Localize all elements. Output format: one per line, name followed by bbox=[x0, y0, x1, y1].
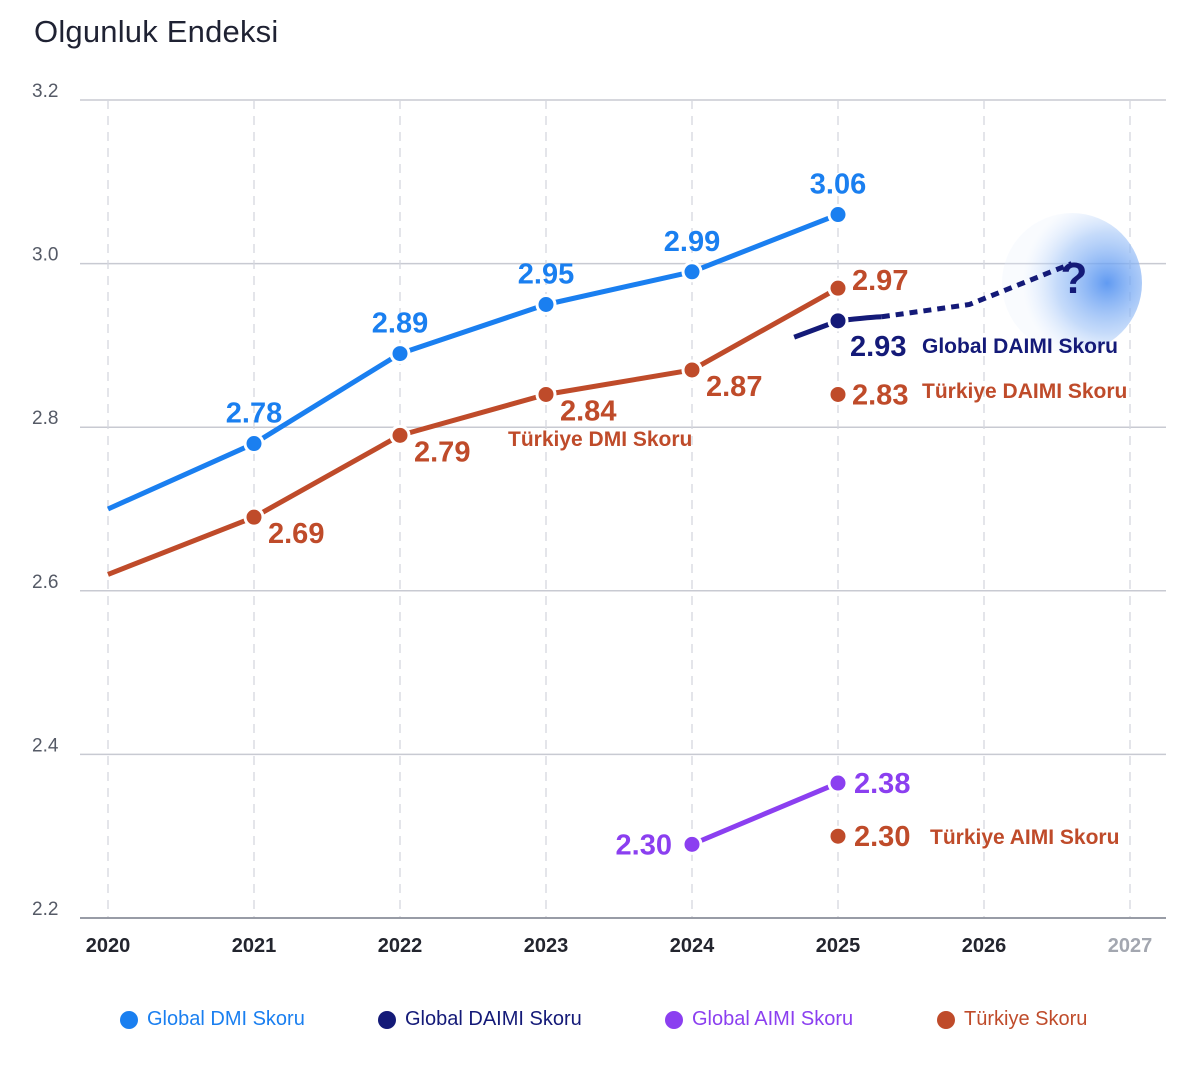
data-label-global-dmi: 2.78 bbox=[226, 398, 282, 430]
series-line-global-daimi-projection bbox=[881, 261, 1073, 320]
x-tick-label: 2022 bbox=[378, 935, 423, 957]
point-global-aimi bbox=[681, 833, 703, 855]
legend-label: Türkiye Skoru bbox=[964, 1008, 1088, 1030]
projection-bubble bbox=[1002, 213, 1142, 353]
data-label-global-aimi: 2.38 bbox=[854, 768, 910, 800]
data-label-turkiye-dmi: 2.69 bbox=[268, 518, 324, 550]
data-label-global-aimi: 2.30 bbox=[616, 829, 672, 861]
series-line-turkiye-dmi bbox=[107, 285, 840, 577]
legend-dot bbox=[120, 1010, 138, 1029]
legend-item-global-aimi: Global AIMI Skoru bbox=[665, 1008, 853, 1031]
y-tick-label: 2.2 bbox=[32, 899, 58, 920]
series-line-global-aimi bbox=[691, 780, 839, 847]
annotation-turkiye-dmi: Türkiye DMI Skoru bbox=[508, 428, 692, 451]
legend-label: Global DMI Skoru bbox=[147, 1008, 305, 1030]
legend-dot bbox=[937, 1010, 955, 1029]
point-global-dmi bbox=[389, 343, 411, 365]
x-tick-label: 2026 bbox=[962, 935, 1007, 957]
y-tick-label: 2.4 bbox=[32, 735, 59, 756]
data-label-turkiye-dmi: 2.84 bbox=[560, 395, 616, 427]
data-label-turkiye-dmi: 2.87 bbox=[706, 371, 762, 403]
data-label-global-dmi: 2.89 bbox=[372, 308, 428, 340]
line-chart: 2.2 2.4 2.6 2.8 3.0 3.2 2020 2021 2022 2023 2024 20… bbox=[32, 81, 1166, 957]
point-global-daimi bbox=[827, 310, 849, 332]
point-global-dmi bbox=[681, 261, 703, 283]
data-label-global-dmi: 2.99 bbox=[664, 226, 720, 258]
y-tick-label: 2.6 bbox=[32, 572, 58, 593]
legend-dot bbox=[665, 1010, 683, 1029]
projection-question-mark: ? bbox=[1061, 254, 1088, 303]
legend-label: Global AIMI Skoru bbox=[692, 1008, 854, 1030]
x-tick-label: 2024 bbox=[670, 935, 715, 957]
point-turkiye-dmi bbox=[827, 277, 849, 299]
y-tick-label: 3.2 bbox=[32, 81, 58, 102]
point-global-dmi bbox=[243, 433, 265, 455]
series-line-global-dmi bbox=[106, 212, 839, 512]
x-tick-label: 2023 bbox=[524, 935, 569, 957]
data-label-turkiye-aimi: 2.30 bbox=[854, 821, 910, 853]
x-tick-label: 2020 bbox=[86, 935, 131, 957]
data-label-global-dmi: 3.06 bbox=[810, 169, 866, 201]
legend-item-global-daimi: Global DAIMI Skoru bbox=[378, 1008, 582, 1031]
y-tick-label: 2.8 bbox=[32, 408, 58, 429]
data-label-turkiye-dmi: 2.79 bbox=[414, 436, 470, 468]
x-tick-label: 2027 bbox=[1108, 935, 1153, 957]
data-label-global-daimi: 2.93 bbox=[850, 331, 906, 363]
data-label-global-dmi: 2.95 bbox=[518, 259, 574, 291]
legend: Global DMI Skoru Global DAIMI Skoru Glob… bbox=[0, 1008, 1200, 1042]
point-turkiye-aimi bbox=[827, 825, 849, 847]
point-global-dmi bbox=[827, 204, 849, 226]
legend-label: Global DAIMI Skoru bbox=[405, 1008, 582, 1030]
y-tick-label: 3.0 bbox=[32, 245, 58, 266]
annotation-turkiye-aimi: Türkiye AIMI Skoru bbox=[930, 826, 1119, 849]
point-turkiye-dmi bbox=[535, 383, 557, 405]
legend-dot bbox=[378, 1010, 396, 1029]
x-tick-label: 2025 bbox=[816, 935, 861, 957]
x-tick-label: 2021 bbox=[232, 935, 277, 957]
data-label-turkiye-dmi: 2.97 bbox=[852, 265, 908, 297]
point-global-dmi bbox=[535, 294, 557, 315]
point-global-aimi bbox=[827, 772, 849, 794]
point-turkiye-dmi bbox=[681, 359, 703, 381]
data-label-turkiye-daimi: 2.83 bbox=[852, 379, 908, 411]
point-turkiye-dmi bbox=[389, 424, 411, 446]
annotation-turkiye-daimi: Türkiye DAIMI Skoru bbox=[922, 380, 1127, 403]
chart-title: Olgunluk Endeksi bbox=[34, 14, 279, 49]
legend-item-turkiye: Türkiye Skoru bbox=[937, 1008, 1087, 1031]
point-turkiye-daimi bbox=[827, 383, 849, 405]
legend-item-global-dmi: Global DMI Skoru bbox=[120, 1008, 305, 1031]
point-turkiye-dmi bbox=[243, 506, 265, 528]
annotation-global-daimi: Global DAIMI Skoru bbox=[922, 335, 1118, 358]
